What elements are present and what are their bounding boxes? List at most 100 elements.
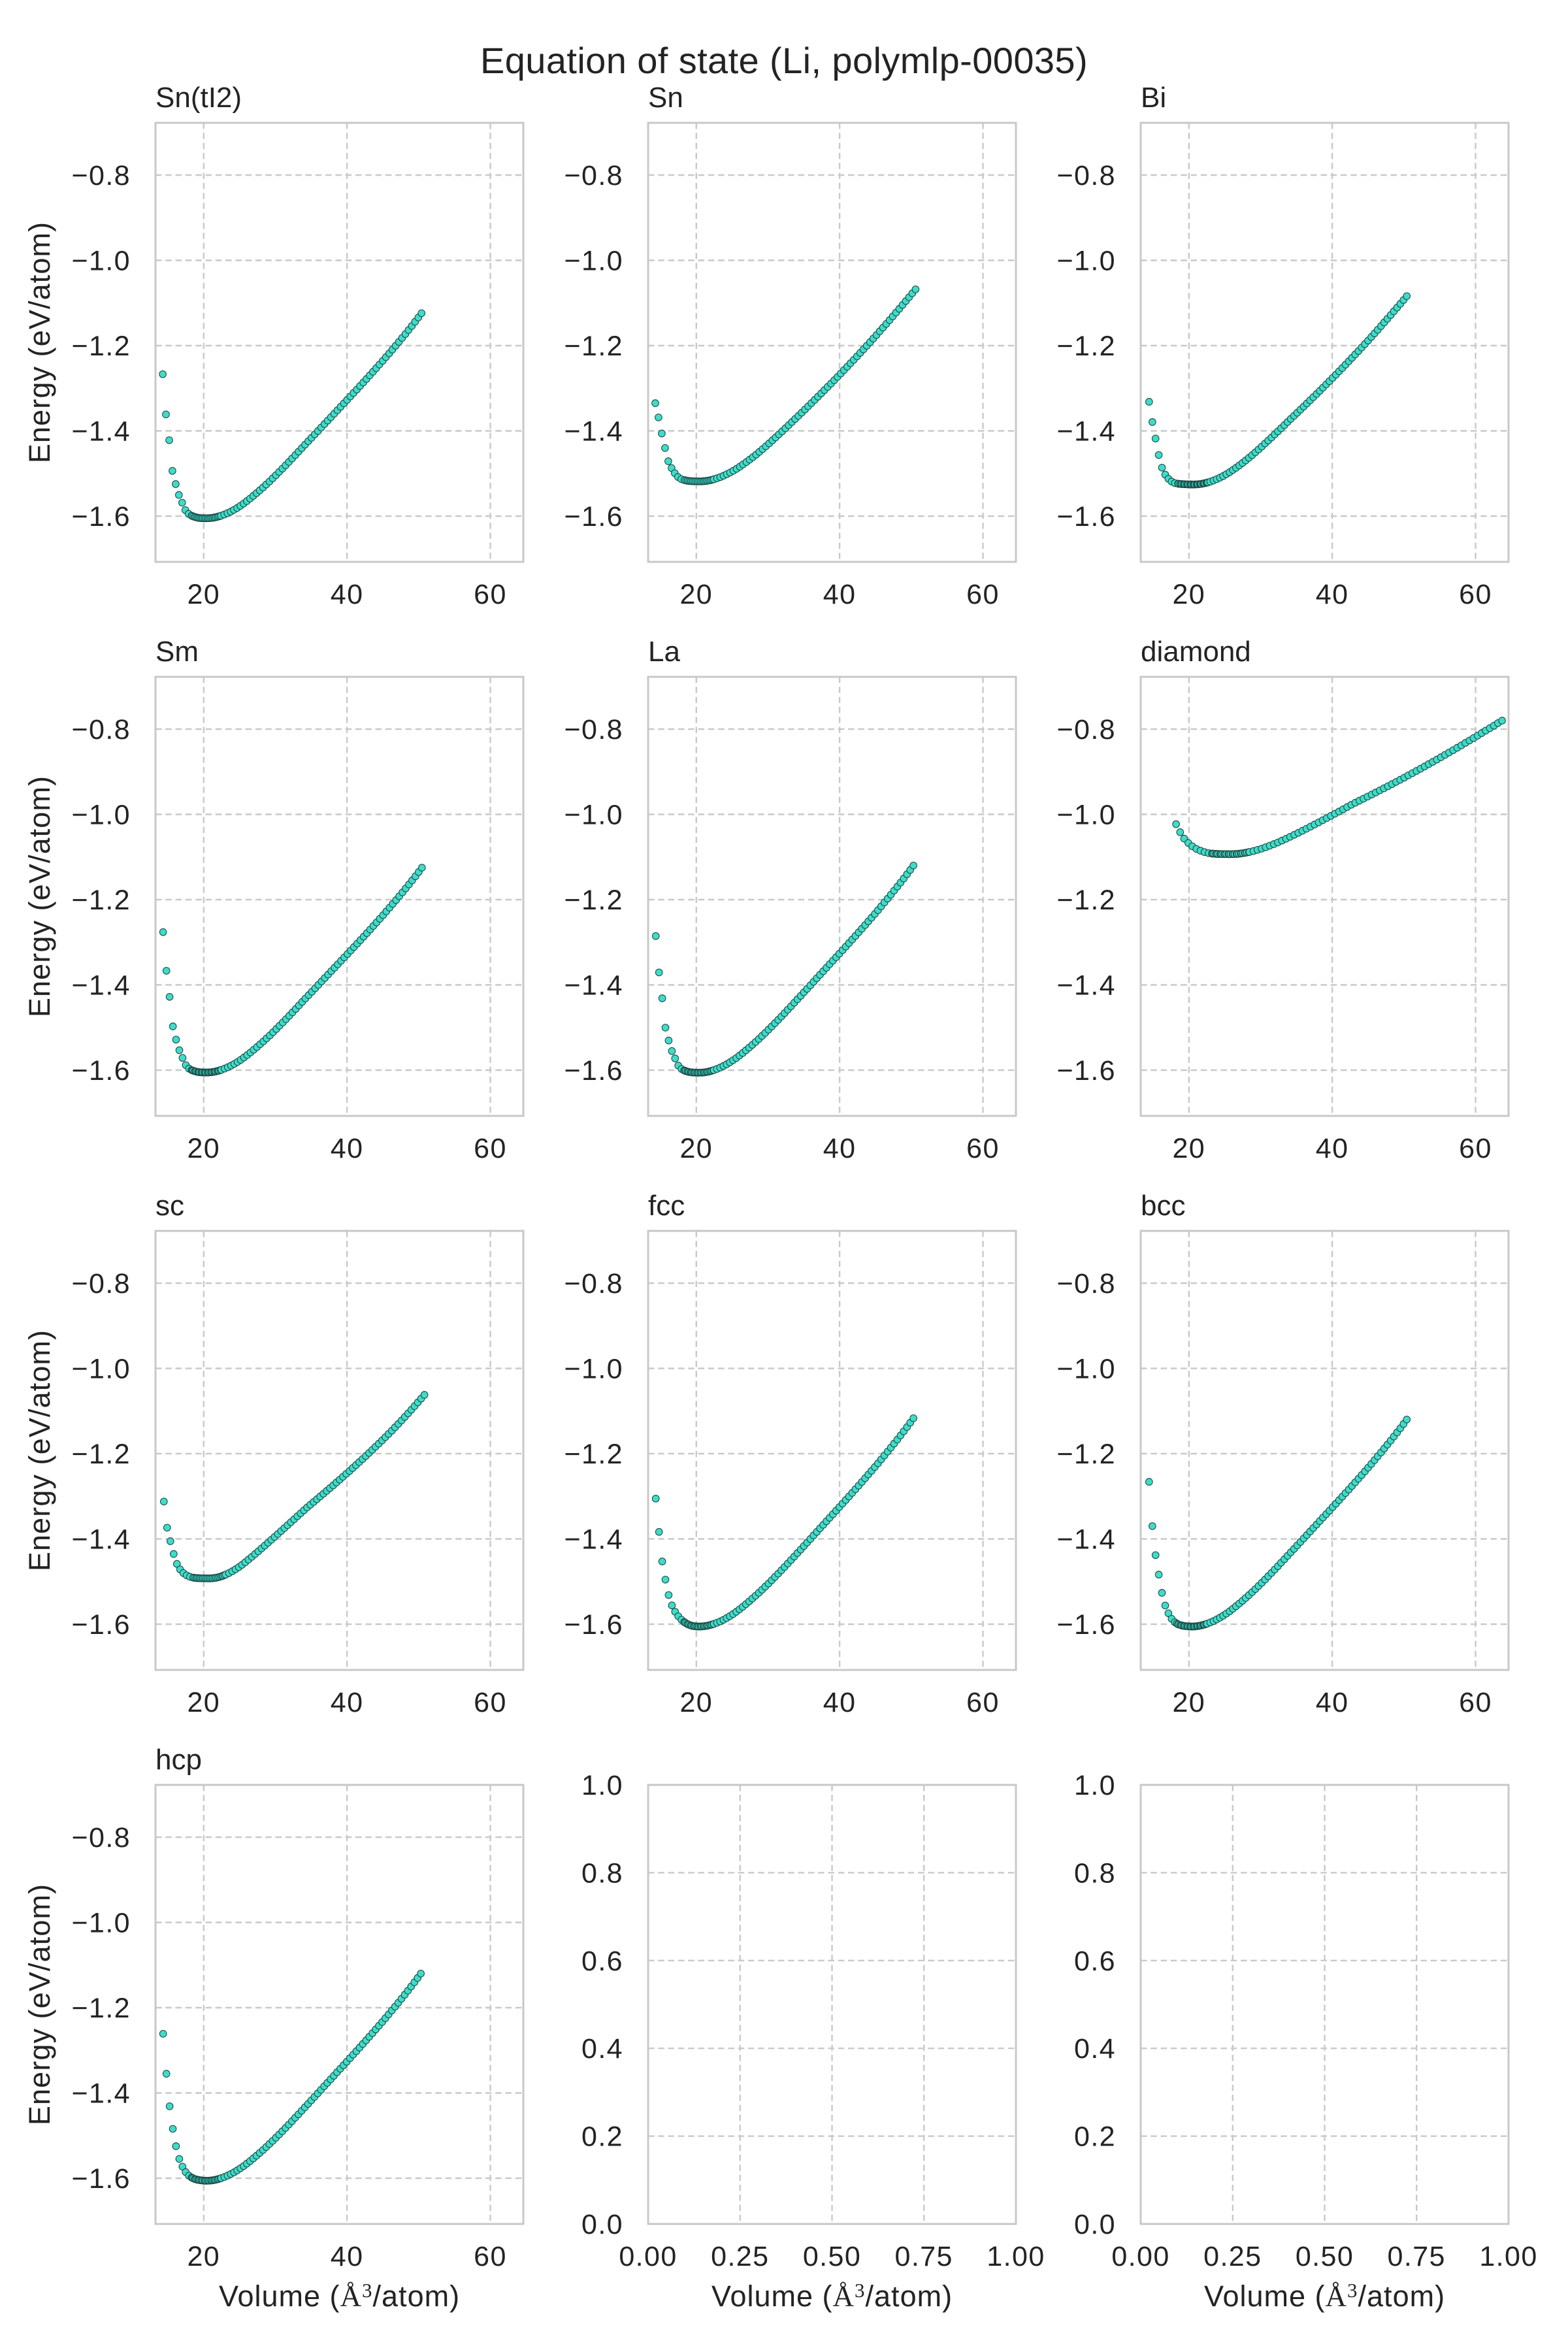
svg-text:20: 20 xyxy=(187,2241,220,2272)
svg-text:−0.8: −0.8 xyxy=(72,714,131,745)
svg-text:0.00: 0.00 xyxy=(1111,2241,1169,2272)
svg-text:40: 40 xyxy=(1316,1687,1349,1718)
svg-text:−1.4: −1.4 xyxy=(1057,1524,1117,1556)
svg-text:−1.2: −1.2 xyxy=(564,331,624,362)
svg-text:Sn(tI2): Sn(tI2) xyxy=(155,82,242,114)
svg-text:−1.2: −1.2 xyxy=(1057,331,1117,362)
svg-text:−1.4: −1.4 xyxy=(564,1524,624,1556)
svg-text:−1.6: −1.6 xyxy=(1057,1055,1117,1086)
svg-text:−1.0: −1.0 xyxy=(564,246,624,277)
svg-text:−1.0: −1.0 xyxy=(564,800,624,831)
svg-text:−1.2: −1.2 xyxy=(1057,885,1117,916)
svg-text:−1.4: −1.4 xyxy=(564,416,624,448)
svg-text:20: 20 xyxy=(187,1133,220,1164)
svg-text:−1.4: −1.4 xyxy=(72,970,131,1002)
svg-text:0.6: 0.6 xyxy=(1074,1946,1116,1977)
svg-text:0.6: 0.6 xyxy=(581,1946,623,1977)
svg-text:1.00: 1.00 xyxy=(987,2241,1045,2272)
svg-text:20: 20 xyxy=(1172,1133,1205,1164)
svg-text:60: 60 xyxy=(966,1133,1000,1164)
svg-text:0.00: 0.00 xyxy=(619,2241,677,2272)
svg-text:−1.6: −1.6 xyxy=(72,501,131,532)
svg-text:−1.0: −1.0 xyxy=(72,1908,131,1939)
svg-text:1.0: 1.0 xyxy=(581,1770,623,1801)
svg-text:−0.8: −0.8 xyxy=(1057,160,1117,191)
svg-text:60: 60 xyxy=(1459,579,1492,610)
svg-text:1.0: 1.0 xyxy=(1074,1770,1116,1801)
svg-text:−1.6: −1.6 xyxy=(72,1055,131,1086)
svg-text:Volume (Å3/atom): Volume (Å3/atom) xyxy=(1204,2279,1445,2313)
svg-text:0.75: 0.75 xyxy=(1388,2241,1446,2272)
svg-text:sc: sc xyxy=(155,1190,184,1222)
svg-text:Energy (eV/atom): Energy (eV/atom) xyxy=(23,221,56,463)
svg-text:−1.0: −1.0 xyxy=(564,1354,624,1385)
svg-text:60: 60 xyxy=(474,1133,507,1164)
svg-text:diamond: diamond xyxy=(1141,636,1251,668)
svg-text:Sn: Sn xyxy=(648,82,683,114)
svg-text:60: 60 xyxy=(1459,1687,1492,1718)
svg-text:0.25: 0.25 xyxy=(1203,2241,1262,2272)
svg-text:−1.2: −1.2 xyxy=(564,1439,624,1470)
svg-text:60: 60 xyxy=(474,1687,507,1718)
svg-text:0.50: 0.50 xyxy=(803,2241,861,2272)
svg-text:−0.8: −0.8 xyxy=(564,1268,624,1299)
svg-text:−0.8: −0.8 xyxy=(1057,714,1117,745)
svg-text:−1.2: −1.2 xyxy=(72,331,131,362)
svg-text:−1.6: −1.6 xyxy=(564,1609,624,1641)
svg-text:La: La xyxy=(648,636,680,668)
svg-text:Equation of state (Li, polymlp: Equation of state (Li, polymlp-00035) xyxy=(480,40,1088,81)
svg-text:−1.0: −1.0 xyxy=(72,1354,131,1385)
svg-text:40: 40 xyxy=(823,1133,857,1164)
svg-text:bcc: bcc xyxy=(1141,1190,1185,1222)
svg-text:40: 40 xyxy=(823,1687,857,1718)
svg-text:40: 40 xyxy=(1316,1133,1349,1164)
svg-text:0.2: 0.2 xyxy=(581,2121,623,2153)
svg-text:−1.2: −1.2 xyxy=(1057,1439,1117,1470)
svg-text:−0.8: −0.8 xyxy=(72,1822,131,1854)
svg-text:Sm: Sm xyxy=(155,636,199,668)
svg-text:20: 20 xyxy=(1172,1687,1205,1718)
svg-text:−0.8: −0.8 xyxy=(564,714,624,745)
svg-text:0.0: 0.0 xyxy=(581,2209,623,2240)
svg-text:Volume (Å3/atom): Volume (Å3/atom) xyxy=(219,2279,460,2313)
svg-text:−0.8: −0.8 xyxy=(564,160,624,191)
svg-text:0.75: 0.75 xyxy=(895,2241,953,2272)
svg-text:40: 40 xyxy=(823,579,857,610)
svg-text:−1.0: −1.0 xyxy=(1057,246,1117,277)
svg-text:fcc: fcc xyxy=(648,1190,685,1222)
svg-text:hcp: hcp xyxy=(155,1744,202,1776)
svg-text:0.50: 0.50 xyxy=(1296,2241,1354,2272)
svg-text:Energy (eV/atom): Energy (eV/atom) xyxy=(23,776,56,1017)
svg-text:20: 20 xyxy=(187,579,220,610)
svg-text:20: 20 xyxy=(679,579,713,610)
svg-text:−1.4: −1.4 xyxy=(72,2078,131,2110)
svg-text:−1.6: −1.6 xyxy=(72,1609,131,1641)
svg-text:20: 20 xyxy=(1172,579,1205,610)
svg-text:−1.0: −1.0 xyxy=(1057,1354,1117,1385)
svg-text:−1.6: −1.6 xyxy=(1057,501,1117,532)
svg-text:−1.6: −1.6 xyxy=(72,2163,131,2195)
svg-text:0.4: 0.4 xyxy=(1074,2033,1116,2065)
svg-text:0.4: 0.4 xyxy=(581,2033,623,2065)
svg-text:−1.2: −1.2 xyxy=(564,885,624,916)
svg-text:20: 20 xyxy=(187,1687,220,1718)
svg-text:−1.4: −1.4 xyxy=(1057,416,1117,448)
svg-text:−1.6: −1.6 xyxy=(1057,1609,1117,1641)
svg-text:40: 40 xyxy=(1316,579,1349,610)
svg-text:Bi: Bi xyxy=(1141,82,1166,114)
svg-text:20: 20 xyxy=(679,1687,713,1718)
svg-text:60: 60 xyxy=(474,579,507,610)
svg-text:20: 20 xyxy=(679,1133,713,1164)
svg-text:60: 60 xyxy=(474,2241,507,2272)
svg-text:Volume (Å3/atom): Volume (Å3/atom) xyxy=(711,2279,953,2313)
svg-text:0.8: 0.8 xyxy=(581,1857,623,1889)
svg-text:−1.4: −1.4 xyxy=(72,1524,131,1556)
svg-text:−0.8: −0.8 xyxy=(72,160,131,191)
svg-text:0.2: 0.2 xyxy=(1074,2121,1116,2153)
svg-text:0.0: 0.0 xyxy=(1074,2209,1116,2240)
svg-text:Energy (eV/atom): Energy (eV/atom) xyxy=(23,1330,56,1571)
svg-text:40: 40 xyxy=(331,579,364,610)
svg-text:−0.8: −0.8 xyxy=(72,1268,131,1299)
svg-text:−1.6: −1.6 xyxy=(564,1055,624,1086)
svg-text:−0.8: −0.8 xyxy=(1057,1268,1117,1299)
